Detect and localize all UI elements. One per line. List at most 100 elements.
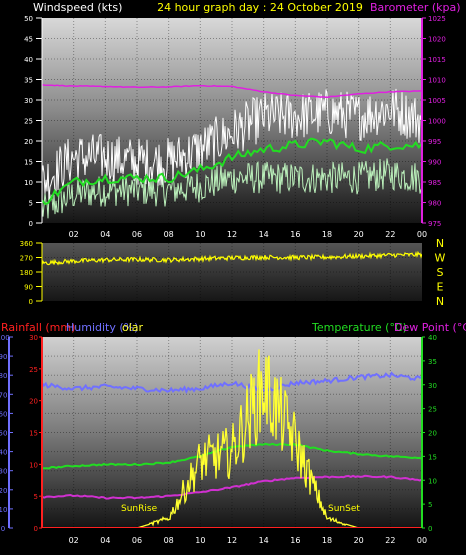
temperature-tick-label: 20 bbox=[428, 430, 437, 438]
compass-label: S bbox=[437, 266, 444, 279]
temperature-tick-label: 35 bbox=[428, 358, 437, 366]
climate-x-tick-label: 02 bbox=[69, 536, 79, 545]
barometer-tick-label: 980 bbox=[428, 200, 441, 208]
dewpoint-series-line bbox=[42, 474, 422, 500]
humidity-tick-label: 50 bbox=[0, 430, 7, 438]
temperature-tick-label: 10 bbox=[428, 477, 437, 485]
temperature-tick-label: 25 bbox=[428, 406, 437, 414]
humidity-tick-label: 30 bbox=[0, 468, 7, 476]
barometer-y-ticks: 975 980 985 990 995 1000 1005 1010 1015 1020 1025 bbox=[422, 15, 446, 228]
barometer-tick-label: 995 bbox=[428, 138, 441, 146]
windspeed-tick-label: 15 bbox=[24, 159, 33, 167]
climate-x-tick-label: 14 bbox=[259, 536, 269, 545]
temperature-tick-label: 5 bbox=[428, 501, 432, 509]
humidity-tick-label: 90 bbox=[0, 353, 7, 361]
rainfall-tick-label: 20 bbox=[29, 398, 38, 406]
temperature-tick-label: 0 bbox=[428, 525, 432, 533]
windspeed-tick-label: 30 bbox=[24, 97, 33, 105]
barometer-tick-label: 1025 bbox=[428, 15, 446, 23]
wind-x-tick-label: 18 bbox=[322, 230, 332, 239]
climate-x-tick-label: 08 bbox=[164, 536, 174, 545]
barometer-tick-label: 985 bbox=[428, 179, 441, 187]
humidity-tick-label: 100 bbox=[0, 334, 10, 342]
temperature-tick-label: 40 bbox=[428, 334, 437, 342]
windspeed-tick-label: 25 bbox=[24, 118, 33, 126]
temperature-axis-title: Temperature (°C) bbox=[311, 321, 407, 334]
wind-x-tick-label: 14 bbox=[259, 230, 269, 239]
rainfall-tick-label: 25 bbox=[29, 366, 38, 374]
wind-x-tick-label: 06 bbox=[132, 230, 142, 239]
windspeed-tick-label: 5 bbox=[29, 200, 33, 208]
wind-series-layer bbox=[42, 84, 422, 219]
wind-direction-y-ticks: 0 90 180 270 360 bbox=[20, 240, 42, 306]
windspeed-tick-label: 10 bbox=[24, 179, 33, 187]
barometer-axis-title: Barometer (kpa) bbox=[370, 1, 461, 14]
wind-direction-series-layer bbox=[42, 250, 422, 266]
wind-direction-tick-label: 0 bbox=[29, 298, 33, 306]
windspeed-tick-label: 50 bbox=[24, 15, 33, 23]
wind-direction-plot-background bbox=[42, 243, 422, 301]
barometer-tick-label: 1020 bbox=[428, 36, 446, 44]
humidity-tick-label: 60 bbox=[0, 410, 7, 418]
climate-x-ticks: 02 04 06 08 10 12 14 16 18 20 22 00 bbox=[69, 536, 428, 545]
climate-x-tick-label: 20 bbox=[354, 536, 364, 545]
rainfall-tick-label: 15 bbox=[29, 430, 38, 438]
rainfall-y-ticks: 0 5 10 15 20 25 30 bbox=[29, 334, 42, 533]
temperature-y-ticks: 0 5 10 15 20 25 30 35 40 bbox=[422, 334, 437, 533]
climate-x-tick-label: 04 bbox=[100, 536, 110, 545]
wind-direction-tick-label: 90 bbox=[24, 284, 33, 292]
compass-label: E bbox=[437, 281, 444, 294]
wind-x-tick-label: 16 bbox=[290, 230, 300, 239]
rainfall-tick-label: 30 bbox=[29, 334, 38, 342]
barometer-series-line bbox=[42, 84, 422, 98]
climate-x-tick-label: 06 bbox=[132, 536, 142, 545]
temperature-tick-label: 15 bbox=[428, 453, 437, 461]
humidity-tick-label: 40 bbox=[0, 449, 7, 457]
windspeed-tick-label: 20 bbox=[24, 138, 33, 146]
compass-label: N bbox=[436, 237, 444, 250]
barometer-tick-label: 1005 bbox=[428, 97, 446, 105]
barometer-tick-label: 1000 bbox=[428, 118, 446, 126]
barometer-tick-label: 1010 bbox=[428, 77, 446, 85]
humidity-y-ticks: 0 10 20 30 40 50 60 70 80 90 100 bbox=[0, 334, 13, 533]
humidity-tick-label: 20 bbox=[0, 487, 7, 495]
humidity-tick-label: 70 bbox=[0, 391, 7, 399]
wind-x-tick-label: 22 bbox=[385, 230, 395, 239]
dewpoint-axis-title: Dew Point (°C) bbox=[394, 321, 466, 334]
chart-title: 24 hour graph day : 24 October 2019 bbox=[157, 1, 363, 14]
windspeed-series-line bbox=[42, 88, 422, 201]
compass-label: W bbox=[435, 252, 446, 265]
wind-x-tick-label: 02 bbox=[69, 230, 79, 239]
wind-direction-tick-label: 360 bbox=[20, 240, 33, 248]
climate-plot-background bbox=[42, 337, 422, 528]
climate-x-tick-label: 12 bbox=[227, 536, 237, 545]
climate-x-tick-label: 10 bbox=[195, 536, 205, 545]
wind-direction-tick-label: 270 bbox=[20, 255, 33, 263]
sunset-label: SunSet bbox=[328, 504, 360, 514]
gust-low-series-line bbox=[42, 158, 422, 219]
barometer-tick-label: 990 bbox=[428, 159, 441, 167]
barometer-tick-label: 1015 bbox=[428, 56, 446, 64]
windspeed-axis-title: Windspeed (kts) bbox=[33, 1, 122, 14]
wind-direction-tick-label: 180 bbox=[20, 269, 33, 277]
humidity-series-line bbox=[42, 371, 422, 395]
windspeed-tick-label: 45 bbox=[24, 36, 33, 44]
wind-y-ticks: 0 5 10 15 20 25 30 35 40 45 50 bbox=[24, 15, 42, 228]
windspeed-tick-label: 0 bbox=[29, 220, 33, 228]
rainfall-tick-label: 0 bbox=[34, 525, 38, 533]
humidity-axis-title: Humidity (%) bbox=[66, 321, 138, 334]
wind-x-tick-label: 08 bbox=[164, 230, 174, 239]
wind-x-ticks: 02 04 06 08 10 12 14 16 18 20 22 00 bbox=[69, 230, 428, 239]
humidity-tick-label: 80 bbox=[0, 372, 7, 380]
solar-axis-title: olar bbox=[122, 321, 144, 334]
barometer-tick-label: 975 bbox=[428, 220, 441, 228]
rainfall-tick-label: 5 bbox=[34, 493, 38, 501]
humidity-tick-label: 10 bbox=[0, 506, 7, 514]
wind-direction-series-line bbox=[42, 250, 422, 266]
temperature-tick-label: 30 bbox=[428, 382, 437, 390]
climate-x-tick-label: 16 bbox=[290, 536, 300, 545]
windspeed-tick-label: 40 bbox=[24, 56, 33, 64]
